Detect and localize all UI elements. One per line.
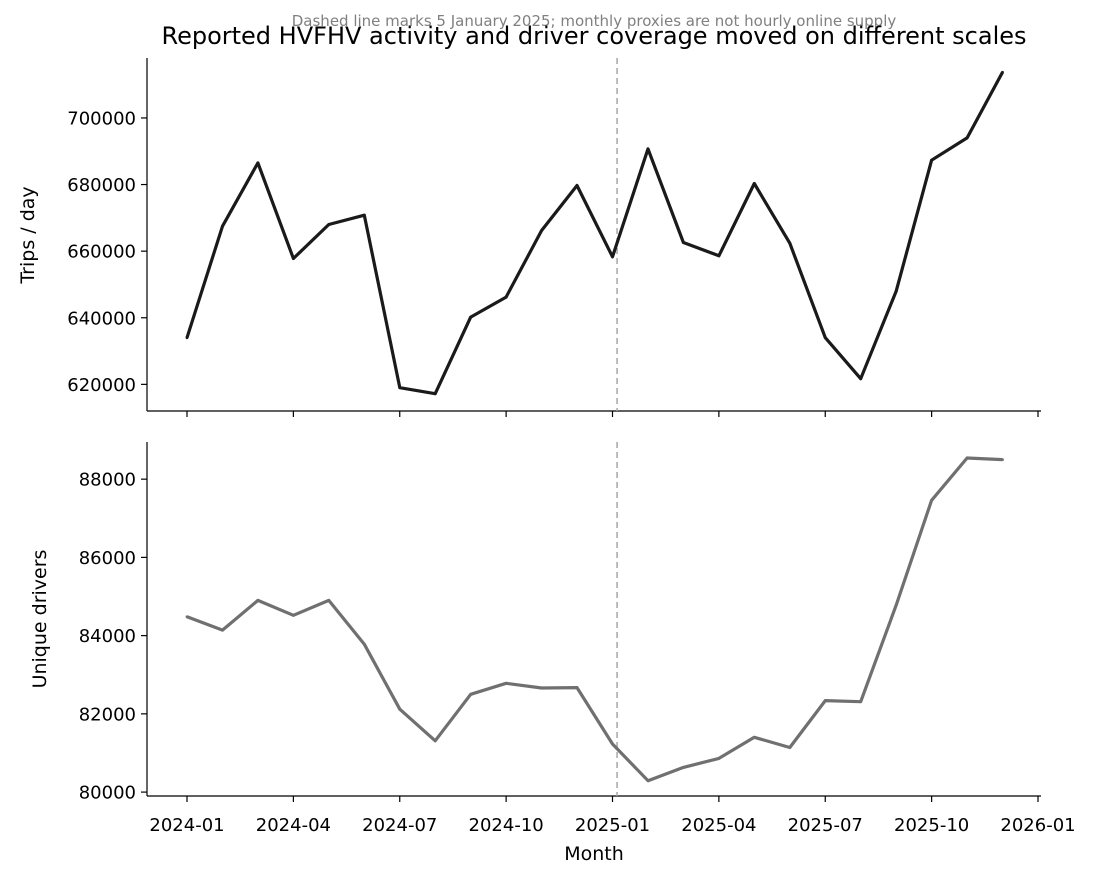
x-tick-label: 2024-10: [469, 815, 544, 836]
data-point: [185, 336, 189, 340]
y-tick-label: 84000: [79, 626, 136, 647]
data-point: [256, 599, 260, 602]
y-tick-label: 660000: [67, 242, 136, 263]
data-point: [221, 628, 224, 632]
data-point: [682, 241, 685, 244]
data-point: [965, 136, 969, 140]
data-point: [469, 692, 473, 696]
y-tick-label: 88000: [79, 470, 136, 491]
y-tick-label: 700000: [67, 108, 136, 129]
data-point: [327, 599, 331, 602]
x-tick-label: 2024-07: [362, 815, 437, 836]
y-tick-label: 680000: [67, 175, 136, 196]
data-point: [398, 707, 402, 711]
data-point: [930, 158, 933, 162]
data-point: [1001, 458, 1004, 461]
y-tick-label: 86000: [79, 548, 136, 569]
data-point: [292, 257, 295, 260]
chart-title: Reported HVFHV activity and driver cover…: [161, 22, 1026, 50]
x-tick-label: 2026-01: [1000, 815, 1075, 836]
data-point: [894, 289, 898, 293]
data-point: [646, 779, 650, 783]
data-point: [859, 377, 863, 381]
x-tick-label: 2025-04: [681, 815, 756, 836]
series-line: [186, 456, 1003, 783]
data-point: [327, 223, 331, 226]
data-point: [682, 766, 685, 769]
data-point: [362, 642, 366, 646]
y-tick-label: 620000: [67, 375, 136, 396]
data-point: [504, 681, 508, 685]
data-point: [930, 498, 933, 502]
trips-y-axis-label: Trips / day: [17, 186, 39, 284]
data-point: [717, 757, 721, 760]
data-point: [717, 254, 721, 258]
data-point: [362, 213, 366, 217]
x-tick-label: 2025-10: [894, 815, 969, 836]
drivers-y-axis-label: Unique drivers: [29, 550, 51, 689]
trips-panel: 620000 640000 660000 680000 700000: [67, 58, 1041, 417]
data-point: [894, 603, 898, 607]
data-point: [752, 182, 756, 185]
data-point: [1001, 70, 1004, 74]
data-point: [752, 735, 756, 739]
data-point: [469, 315, 473, 319]
series-line: [185, 71, 1004, 396]
data-point: [433, 739, 437, 743]
data-point: [823, 699, 827, 702]
x-axis-label: Month: [564, 843, 624, 865]
data-point: [540, 686, 543, 690]
data-point: [504, 295, 508, 299]
data-point: [433, 392, 437, 396]
data-point: [256, 161, 260, 165]
x-tick-label: 2025-07: [788, 815, 863, 836]
data-point: [788, 746, 792, 749]
data-point: [540, 229, 543, 232]
data-point: [965, 456, 969, 460]
y-tick-label: 640000: [67, 308, 136, 329]
data-point: [575, 184, 579, 187]
data-point: [823, 336, 827, 340]
data-point: [859, 700, 863, 704]
y-tick-label: 80000: [79, 783, 136, 804]
data-point: [611, 255, 614, 259]
x-axis-ticks: 2024-01 2024-04 2024-07 2024-10 2025-01 2025-…: [149, 815, 1075, 836]
x-tick-label: 2024-01: [149, 815, 224, 836]
x-tick-label: 2024-04: [256, 815, 331, 836]
data-point: [788, 241, 792, 245]
data-point: [575, 686, 579, 689]
data-point: [646, 147, 650, 151]
chart-subtitle: Dashed line marks 5 January 2025; monthl…: [292, 12, 897, 30]
data-point: [292, 613, 295, 617]
x-tick-label: 2025-01: [575, 815, 650, 836]
data-point: [611, 742, 614, 746]
drivers-panel: 80000 82000 84000 86000 88000: [79, 442, 1041, 804]
data-point: [221, 224, 224, 228]
data-point: [185, 615, 189, 619]
data-point: [398, 386, 402, 390]
y-tick-label: 82000: [79, 704, 136, 725]
